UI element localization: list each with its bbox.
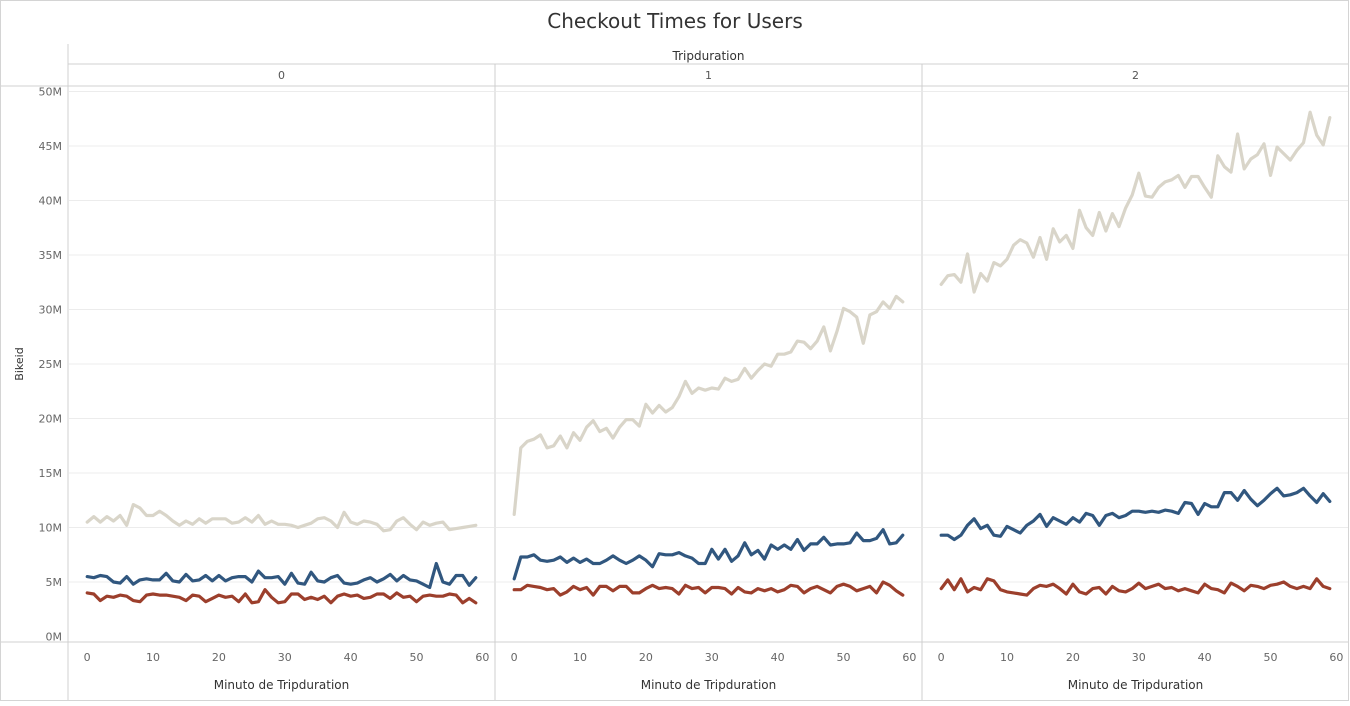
x-tick-label: 20	[212, 651, 226, 664]
series-line-gray-panel-2	[939, 110, 1332, 294]
series-line-red-panel-2	[939, 577, 1332, 597]
x-tick-label: 10	[573, 651, 587, 664]
x-tick-label: 60	[475, 651, 489, 664]
y-tick-label: 10M	[39, 522, 63, 535]
y-tick-label: 50M	[39, 85, 63, 98]
x-tick-label: 0	[84, 651, 91, 664]
column-header-title: Tripduration	[672, 49, 745, 63]
x-tick-label: 50	[1264, 651, 1278, 664]
y-tick-label: 35M	[39, 249, 63, 262]
x-tick-label: 50	[410, 651, 424, 664]
y-tick-label: 45M	[39, 140, 63, 153]
x-tick-label: 30	[705, 651, 719, 664]
chart-title: Checkout Times for Users	[547, 9, 803, 33]
x-axis-title: Minuto de Tripduration	[1068, 678, 1204, 692]
y-tick-label: 5M	[46, 576, 63, 589]
series-line-gray-panel-1	[512, 294, 905, 517]
panel-header-label: 1	[705, 69, 712, 82]
series-line-blue-panel-1	[512, 528, 905, 581]
x-tick-label: 10	[146, 651, 160, 664]
y-tick-label: 15M	[39, 467, 63, 480]
x-tick-label: 40	[344, 651, 358, 664]
y-tick-label: 40M	[39, 194, 63, 207]
series-line-red-panel-0	[85, 588, 478, 605]
series-line-gray-panel-0	[85, 503, 478, 533]
x-tick-label: 30	[1132, 651, 1146, 664]
x-tick-label: 40	[1198, 651, 1212, 664]
y-tick-label: 0M	[46, 631, 63, 644]
x-tick-label: 20	[639, 651, 653, 664]
y-tick-label: 30M	[39, 303, 63, 316]
x-tick-label: 10	[1000, 651, 1014, 664]
y-tick-label: 20M	[39, 413, 63, 426]
series-line-blue-panel-0	[85, 561, 478, 590]
x-tick-label: 40	[771, 651, 785, 664]
x-tick-label: 50	[837, 651, 851, 664]
y-tick-label: 25M	[39, 358, 63, 371]
series-line-blue-panel-2	[939, 486, 1332, 542]
x-tick-label: 0	[938, 651, 945, 664]
y-axis-title: Bikeid	[13, 347, 26, 380]
series-line-red-panel-1	[512, 580, 905, 597]
x-axis-title: Minuto de Tripduration	[214, 678, 350, 692]
panel-header-label: 0	[278, 69, 285, 82]
x-tick-label: 30	[278, 651, 292, 664]
x-axis-title: Minuto de Tripduration	[641, 678, 777, 692]
x-tick-label: 0	[511, 651, 518, 664]
x-tick-label: 60	[902, 651, 916, 664]
x-tick-label: 60	[1329, 651, 1343, 664]
panel-header-label: 2	[1132, 69, 1139, 82]
x-tick-label: 20	[1066, 651, 1080, 664]
